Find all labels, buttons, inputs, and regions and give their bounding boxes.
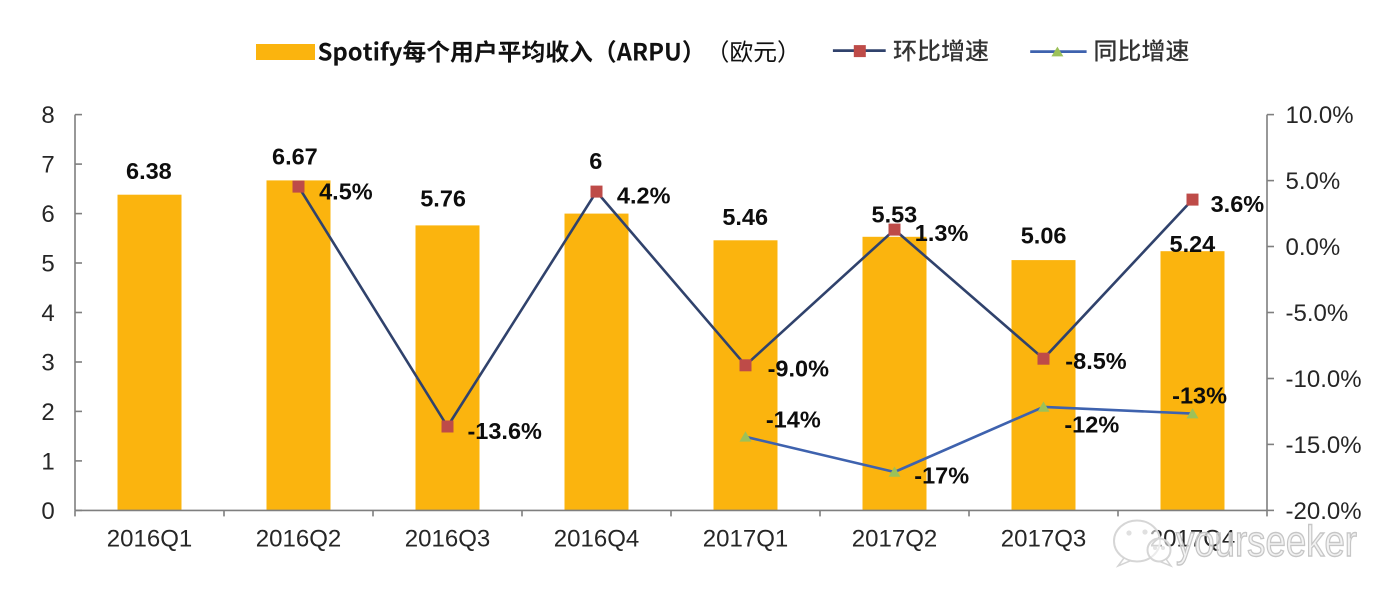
svg-text:6.67: 6.67 — [272, 143, 318, 169]
svg-text:10.0%: 10.0% — [1286, 102, 1354, 129]
svg-text:2: 2 — [41, 399, 54, 426]
svg-text:-13%: -13% — [1172, 382, 1227, 408]
svg-text:4.2%: 4.2% — [617, 183, 671, 209]
svg-text:5.0%: 5.0% — [1286, 168, 1341, 195]
svg-text:-13.6%: -13.6% — [467, 418, 542, 444]
svg-text:2017Q3: 2017Q3 — [1001, 526, 1086, 553]
svg-text:4.5%: 4.5% — [319, 179, 373, 205]
svg-text:8: 8 — [41, 102, 54, 129]
svg-text:-5.0%: -5.0% — [1286, 300, 1349, 327]
svg-text:-9.0%: -9.0% — [768, 355, 829, 381]
svg-text:5.76: 5.76 — [420, 185, 466, 211]
svg-text:-15.0%: -15.0% — [1286, 432, 1362, 459]
svg-text:5.24: 5.24 — [1170, 231, 1216, 257]
svg-text:7: 7 — [41, 152, 54, 179]
svg-text:3: 3 — [41, 350, 54, 377]
svg-text:1.3%: 1.3% — [915, 220, 969, 246]
svg-text:5.53: 5.53 — [872, 202, 918, 228]
svg-text:-12%: -12% — [1064, 411, 1119, 437]
svg-text:4: 4 — [41, 300, 54, 327]
svg-text:-14%: -14% — [766, 406, 821, 432]
svg-text:2017Q1: 2017Q1 — [703, 526, 788, 553]
svg-text:6: 6 — [41, 201, 54, 228]
svg-text:0: 0 — [41, 498, 54, 525]
svg-text:yourseeker: yourseeker — [1176, 517, 1357, 566]
svg-text:6: 6 — [589, 148, 602, 174]
svg-text:5: 5 — [41, 251, 54, 278]
svg-text:0.0%: 0.0% — [1286, 234, 1341, 261]
svg-text:-8.5%: -8.5% — [1065, 348, 1126, 374]
svg-text:-20.0%: -20.0% — [1286, 498, 1362, 525]
svg-text:2016Q3: 2016Q3 — [405, 526, 490, 553]
svg-text:1: 1 — [41, 448, 54, 475]
svg-text:2016Q2: 2016Q2 — [256, 526, 341, 553]
svg-text:5.06: 5.06 — [1021, 222, 1067, 248]
svg-text:2016Q1: 2016Q1 — [107, 526, 192, 553]
svg-text:-17%: -17% — [914, 462, 969, 488]
svg-text:2016Q4: 2016Q4 — [554, 526, 639, 553]
svg-text:-10.0%: -10.0% — [1286, 366, 1362, 393]
svg-text:3.6%: 3.6% — [1211, 191, 1265, 217]
svg-text:2017Q2: 2017Q2 — [852, 526, 937, 553]
svg-text:5.46: 5.46 — [722, 204, 768, 230]
svg-text:6.38: 6.38 — [126, 158, 172, 184]
